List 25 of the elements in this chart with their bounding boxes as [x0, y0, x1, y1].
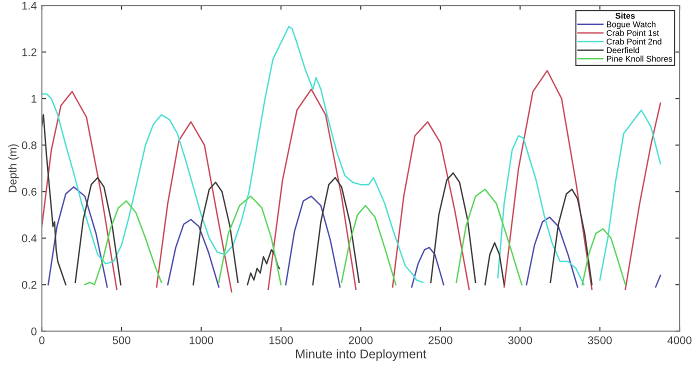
x-tick-label: 0 — [39, 336, 44, 344]
y-tick-label: 0.4 — [22, 234, 37, 242]
legend-label: Bogue Watch — [606, 21, 656, 29]
legend-label: Crab Point 2nd — [606, 38, 662, 45]
legend-label: Crab Point 1st — [606, 30, 659, 36]
y-tick-label: 1 — [32, 94, 36, 103]
legend-label: Pine Knoll Shores — [606, 56, 672, 62]
y-tick-label: 0.8 — [22, 141, 36, 150]
y-axis-title: Depth (m) — [8, 144, 19, 192]
legend-title: Sites — [615, 12, 635, 19]
x-tick-label: 4000 — [667, 336, 692, 344]
y-tick-label: 1.2 — [22, 48, 36, 56]
x-tick-label: 3000 — [508, 336, 532, 344]
x-tick-label: 3500 — [588, 336, 612, 344]
x-tick-label: 1000 — [190, 336, 214, 344]
x-axis-title: Minute into Deployment — [296, 349, 426, 361]
y-tick-label: 0 — [31, 327, 37, 336]
x-tick-label: 2500 — [428, 336, 452, 344]
x-tick-label: 500 — [112, 336, 130, 344]
y-tick-label: 0.6 — [22, 188, 36, 196]
y-tick-label: 1.4 — [22, 2, 37, 10]
x-tick-label: 1500 — [269, 336, 293, 344]
x-tick-label: 2000 — [348, 336, 373, 344]
legend-label: Deerfield — [606, 47, 640, 54]
y-tick-label: 0.2 — [22, 280, 36, 289]
